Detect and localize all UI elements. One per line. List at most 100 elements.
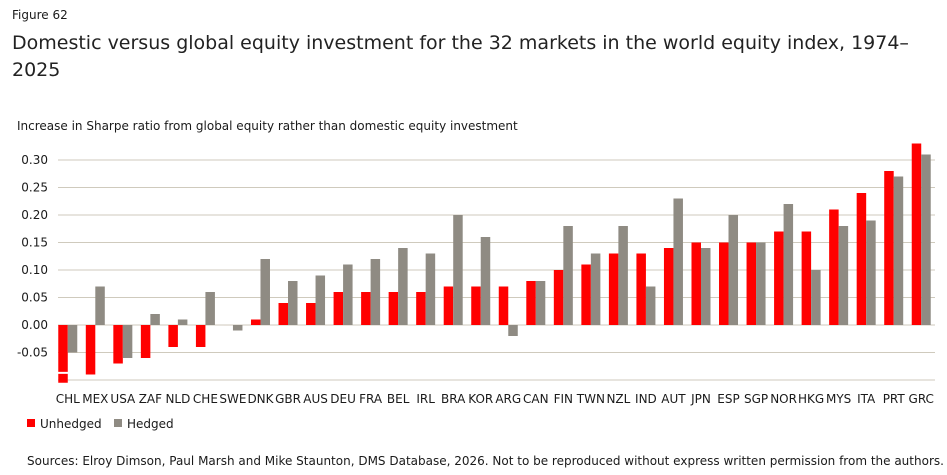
- y-axis-label: Increase in Sharpe ratio from global equ…: [17, 119, 518, 133]
- x-tick-label: CAN: [523, 392, 549, 406]
- bar-unhedged-nor: [774, 231, 784, 325]
- x-tick-label: KOR: [468, 392, 493, 406]
- bar-unhedged-aut: [663, 248, 674, 325]
- x-tick-label: JPN: [690, 392, 711, 406]
- legend-label-unhedged: Unhedged: [40, 417, 102, 431]
- bar-hedged-esp: [728, 215, 739, 325]
- x-tick-label: PRT: [883, 392, 906, 406]
- x-tick-label: MYS: [826, 392, 851, 406]
- bar-unhedged-prt: [884, 171, 894, 325]
- bar-unhedged-nld: [168, 325, 178, 347]
- y-tick-label: 0.20: [21, 208, 48, 222]
- bar-hedged-usa: [122, 325, 133, 358]
- x-tick-label: NZL: [606, 392, 630, 406]
- x-tick-label: NLD: [165, 392, 190, 406]
- x-tick-label: DEU: [330, 392, 356, 406]
- bar-hedged-can: [535, 281, 546, 325]
- bar-hedged-jpn: [700, 248, 711, 325]
- x-tick-label: ZAF: [139, 392, 162, 406]
- bar-hedged-fra: [370, 259, 381, 325]
- bar-hedged-twn: [590, 253, 601, 325]
- bar-hedged-fin: [563, 226, 573, 325]
- bar-unhedged-mys: [829, 209, 839, 325]
- bar-hedged-mex: [95, 286, 105, 325]
- x-tick-label: AUS: [303, 392, 328, 406]
- bar-hedged-bra: [453, 215, 463, 325]
- bar-unhedged-arg: [498, 286, 509, 325]
- x-tick-label: FRA: [359, 392, 383, 406]
- x-tick-label: CHL: [56, 392, 80, 406]
- bar-unhedged-kor: [471, 286, 481, 325]
- bar-hedged-deu: [343, 264, 353, 325]
- bar-hedged-gbr: [288, 281, 298, 325]
- bar-unhedged-can: [526, 281, 536, 325]
- bar-hedged-bel: [398, 248, 408, 325]
- x-tick-label: CHE: [193, 392, 218, 406]
- bar-unhedged-dnk: [250, 319, 261, 325]
- legend-swatch-hedged: [114, 419, 122, 427]
- bar-unhedged-gbr: [278, 303, 289, 325]
- bar-unhedged-esp: [719, 242, 729, 325]
- bar-unhedged-nzl: [608, 253, 619, 325]
- bar-unhedged-bel: [388, 292, 399, 325]
- bar-unhedged-chl: [58, 325, 68, 383]
- bar-hedged-prt: [893, 176, 904, 325]
- bar-unhedged-hkg: [801, 231, 812, 325]
- bar-hedged-chl: [67, 325, 78, 353]
- bar-unhedged-zaf: [140, 325, 151, 358]
- bar-hedged-aut: [673, 198, 683, 325]
- x-tick-label: SGP: [744, 392, 768, 406]
- bar-hedged-che: [205, 292, 215, 325]
- legend-swatch-unhedged: [27, 419, 35, 427]
- bar-hedged-nor: [783, 204, 794, 325]
- x-tick-label: USA: [110, 392, 136, 406]
- bar-unhedged-jpn: [691, 242, 701, 325]
- x-tick-label: IRL: [416, 392, 435, 406]
- x-tick-label: BRA: [441, 392, 466, 406]
- x-tick-label: TWN: [576, 392, 605, 406]
- y-tick-label: 0.05: [21, 291, 48, 305]
- bar-hedged-dnk: [260, 259, 270, 325]
- bar-unhedged-usa: [113, 325, 123, 364]
- x-tick-label: ITA: [857, 392, 876, 406]
- x-tick-label: ARG: [495, 392, 521, 406]
- x-tick-label: NOR: [770, 392, 797, 406]
- bar-unhedged-bra: [443, 286, 454, 325]
- bar-hedged-swe: [232, 325, 243, 331]
- x-tick-label: DNK: [247, 392, 274, 406]
- y-tick-label: 0.30: [21, 153, 48, 167]
- bar-unhedged-grc: [911, 143, 922, 325]
- x-tick-label: IND: [635, 392, 657, 406]
- bar-unhedged-che: [195, 325, 206, 347]
- bar-hedged-ita: [866, 220, 876, 325]
- x-tick-label: ESP: [717, 392, 739, 406]
- bar-unhedged-deu: [333, 292, 344, 325]
- y-tick-label: 0.00: [21, 318, 48, 332]
- bar-hedged-grc: [921, 154, 931, 325]
- bar-unhedged-sgp: [746, 242, 757, 325]
- x-tick-label: HKG: [798, 392, 824, 406]
- x-tick-label: SWE: [219, 392, 246, 406]
- bar-unhedged-irl: [416, 292, 426, 325]
- bar-unhedged-twn: [581, 264, 591, 325]
- y-tick-label: -0.05: [17, 346, 48, 360]
- bar-unhedged-fra: [361, 292, 371, 325]
- bar-hedged-mys: [838, 226, 849, 325]
- bar-hedged-hkg: [811, 270, 821, 325]
- y-tick-label: 0.25: [21, 181, 48, 195]
- bar-hedged-zaf: [150, 314, 160, 325]
- x-tick-label: BEL: [387, 392, 410, 406]
- x-tick-label: MEX: [82, 392, 108, 406]
- bar-hedged-nld: [177, 319, 188, 325]
- x-tick-label: FIN: [554, 392, 573, 406]
- x-tick-label: GRC: [909, 392, 934, 406]
- bar-unhedged-fin: [553, 270, 564, 325]
- x-tick-label: AUT: [661, 392, 686, 406]
- bar-unhedged-ita: [856, 193, 867, 325]
- bar-unhedged-mex: [85, 325, 96, 375]
- bar-hedged-kor: [480, 237, 491, 325]
- chart-title: Domestic versus global equity investment…: [12, 32, 909, 81]
- source-note: Sources: Elroy Dimson, Paul Marsh and Mi…: [27, 454, 944, 468]
